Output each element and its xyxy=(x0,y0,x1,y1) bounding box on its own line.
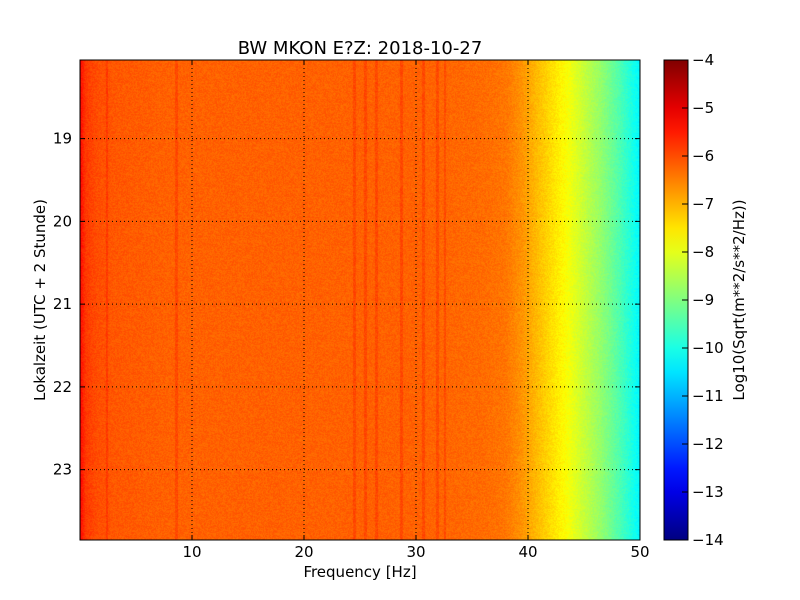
y-tick-label: 19 xyxy=(53,130,72,148)
y-axis-label: Lokalzeit (UTC + 2 Stunde) xyxy=(31,199,49,401)
colorbar-tick-label: −11 xyxy=(692,387,724,405)
colorbar-tick-label: −9 xyxy=(692,291,714,309)
x-axis-label: Frequency [Hz] xyxy=(303,563,416,581)
spectrogram-plot: 10 20 30 40 50 19 20 21 22 23 xyxy=(53,59,650,561)
colorbar-tick-label: −6 xyxy=(692,147,714,165)
x-tick-label: 50 xyxy=(630,543,649,561)
spectrogram-heatmap xyxy=(80,60,640,540)
chart-title: BW MKON E?Z: 2018-10-27 xyxy=(238,38,483,59)
x-tick-label: 20 xyxy=(294,543,313,561)
colorbar-tick-label: −10 xyxy=(692,339,724,357)
colorbar: −4 −5 −6 −7 −8 −9 −10 −11 −12 −13 −14 Log10(Sqrt(m… xyxy=(663,51,748,549)
y-tick-label: 22 xyxy=(53,378,72,396)
y-tick-label: 23 xyxy=(53,461,72,479)
colorbar-ticks: −4 −5 −6 −7 −8 −9 −10 −11 −12 −13 −14 xyxy=(682,51,724,549)
x-tick-label: 10 xyxy=(182,543,201,561)
y-tick-label: 20 xyxy=(53,212,72,230)
y-axis-ticks: 19 20 21 22 23 xyxy=(53,130,640,479)
colorbar-tick-label: −7 xyxy=(692,195,714,213)
x-tick-label: 40 xyxy=(518,543,537,561)
colorbar-tick-label: −14 xyxy=(692,531,724,549)
colorbar-tick-label: −4 xyxy=(692,51,714,69)
colorbar-tick-label: −13 xyxy=(692,483,724,501)
y-tick-label: 21 xyxy=(53,295,72,313)
colorbar-label: Log10(Sqrt(m**2/s**2/Hz)) xyxy=(730,199,748,400)
x-tick-label: 30 xyxy=(406,543,425,561)
grid-lines xyxy=(80,60,640,540)
plot-frame xyxy=(79,59,641,541)
colorbar-tick-label: −12 xyxy=(692,435,724,453)
colorbar-tick-label: −5 xyxy=(692,99,714,117)
x-axis-ticks: 10 20 30 40 50 xyxy=(182,60,650,561)
colorbar-tick-label: −8 xyxy=(692,243,714,261)
